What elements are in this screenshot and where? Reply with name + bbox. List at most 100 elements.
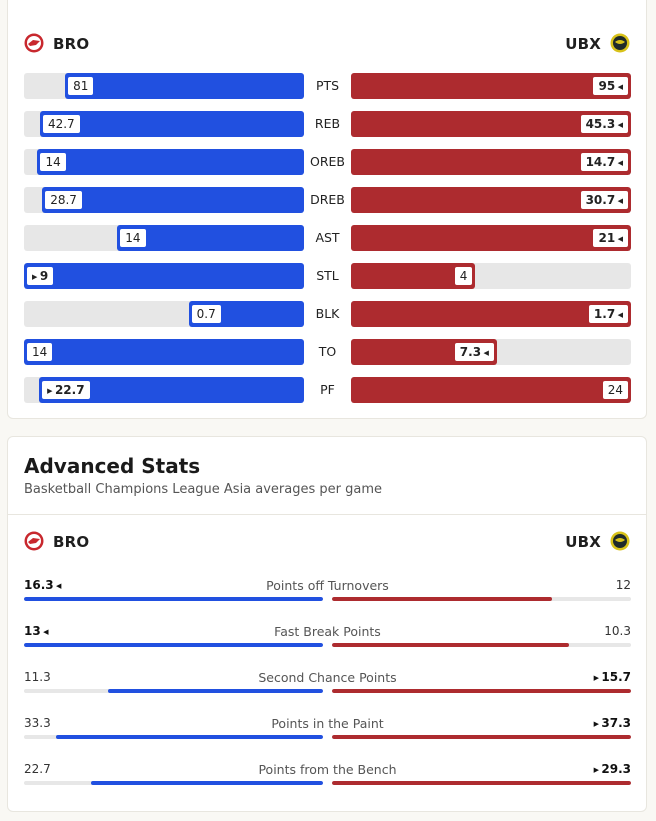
ubx-team-logo <box>610 33 630 53</box>
stat-label: OREB <box>310 154 345 169</box>
home-value-chip: 28.7 <box>44 190 83 210</box>
leader-arrow-icon: ◀ <box>615 197 623 205</box>
away-bar-fill <box>351 377 631 403</box>
away-bar-track <box>332 643 631 647</box>
leader-arrow-icon: ◀ <box>615 311 623 319</box>
away-bar-track <box>332 781 631 785</box>
away-value: 45.3 <box>585 117 616 131</box>
away-value: 95 <box>598 79 616 93</box>
stat-row-dreb: 28.7 DREB 30.7 ◀ <box>24 187 631 213</box>
home-bar-fill <box>24 263 304 289</box>
stat-label: DREB <box>310 192 345 207</box>
away-bar-track <box>351 225 631 251</box>
advanced-stat-row: 22.7 Points from the Bench ▶ 29.3 <box>24 762 631 792</box>
advanced-stat-label: Second Chance Points <box>258 670 397 685</box>
away-value-chip: 1.7 ◀ <box>587 304 629 324</box>
divider <box>8 514 646 515</box>
away-bar-fill <box>332 643 569 647</box>
home-value: 28.7 <box>50 193 77 207</box>
home-value: 11.3 <box>24 670 51 684</box>
away-team-abbr: UBX <box>565 533 601 551</box>
stat-row-reb: 42.7 REB 45.3 ◀ <box>24 111 631 137</box>
home-value-text: 22.7 <box>24 762 51 776</box>
away-value-chip: 4 <box>453 266 474 286</box>
away-value: 21 <box>598 231 616 245</box>
home-bar-fill <box>56 735 323 739</box>
home-bar-track <box>24 301 304 327</box>
stat-label: TO <box>318 344 337 359</box>
leader-arrow-icon: ▶ <box>47 387 55 395</box>
home-value: 22.7 <box>54 383 85 397</box>
home-bar-track <box>24 263 304 289</box>
home-bar-fill <box>65 73 304 99</box>
away-bar-fill <box>332 781 631 785</box>
advanced-stat-label: Points in the Paint <box>271 716 384 731</box>
leader-arrow-icon: ◀ <box>481 349 489 357</box>
home-bar-fill <box>24 339 304 365</box>
home-bar-track <box>24 225 304 251</box>
stat-row-stl: ▶ 9 STL 4 <box>24 263 631 289</box>
home-bar-fill <box>24 643 323 647</box>
away-bar-fill <box>351 73 631 99</box>
home-value: 9 <box>39 269 49 283</box>
home-value-text: 16.3 <box>24 578 54 592</box>
home-bar-track <box>24 339 304 365</box>
advanced-stat-label: Points from the Bench <box>258 762 397 777</box>
away-bar-track <box>351 301 631 327</box>
away-value-text: 15.7 <box>601 670 631 684</box>
home-value: 22.7 <box>24 762 51 776</box>
home-value-chip: 81 <box>67 76 95 96</box>
away-bar-fill <box>351 225 631 251</box>
home-bar-track <box>24 149 304 175</box>
leader-arrow-icon: ▶ <box>593 720 602 728</box>
away-value: 24 <box>607 383 623 397</box>
leader-arrow-icon: ▶ <box>593 674 602 682</box>
home-value-text: 33.3 <box>24 716 51 730</box>
home-bar-fill <box>37 149 304 175</box>
away-bar-fill <box>351 301 631 327</box>
stat-row-pts: 81 PTS 95 ◀ <box>24 73 631 99</box>
home-value: 0.7 <box>196 307 216 321</box>
team-comparison-card: BRO UBX 81 PTS 95 ◀ 42.7 REB 45.3 ◀ 14 OREB 14.7… <box>7 0 647 419</box>
leader-arrow-icon: ◀ <box>615 235 623 243</box>
home-value: 13 ◀ <box>24 624 49 638</box>
leader-arrow-icon: ◀ <box>615 121 623 129</box>
away-bar-track <box>332 735 631 739</box>
stat-row-oreb: 14 OREB 14.7 ◀ <box>24 149 631 175</box>
home-value-chip: ▶ 9 <box>26 266 55 286</box>
away-value: 10.3 <box>604 624 631 638</box>
home-team-abbr: BRO <box>53 35 90 53</box>
home-bar-track <box>24 689 323 693</box>
advanced-stat-row: 16.3 ◀ Points off Turnovers 12 <box>24 578 631 608</box>
away-bar-track <box>332 597 631 601</box>
bro-team-logo <box>24 33 44 53</box>
bro-team-logo <box>24 531 44 551</box>
leader-arrow-icon: ◀ <box>615 159 623 167</box>
home-bar-fill <box>117 225 304 251</box>
away-value-text: 37.3 <box>601 716 631 730</box>
advanced-stat-label: Points off Turnovers <box>266 578 389 593</box>
away-value: 12 <box>616 578 631 592</box>
away-value: 1.7 <box>593 307 616 321</box>
home-value-text: 11.3 <box>24 670 51 684</box>
team-header: BRO UBX <box>8 525 646 555</box>
away-value-text: 12 <box>615 578 631 592</box>
stat-label: STL <box>316 268 339 283</box>
team-header: BRO UBX <box>8 27 646 57</box>
home-value: 14 <box>125 231 141 245</box>
home-bar-fill <box>39 111 304 137</box>
stat-label: AST <box>315 230 340 245</box>
home-bar-track <box>24 597 323 601</box>
away-value-chip: 24 <box>601 380 629 400</box>
away-value: ▶ 15.7 <box>594 670 631 684</box>
home-bar-fill <box>24 597 323 601</box>
home-bar-track <box>24 781 323 785</box>
home-team-abbr: BRO <box>53 533 90 551</box>
away-value-chip: 30.7 ◀ <box>579 190 629 210</box>
away-value: 14.7 <box>585 155 616 169</box>
home-bar-track <box>24 735 323 739</box>
home-value-chip: 14 <box>26 342 54 362</box>
stat-row-blk: 0.7 BLK 1.7 ◀ <box>24 301 631 327</box>
stat-row-to: 14 TO 7.3 ◀ <box>24 339 631 365</box>
ubx-team-logo <box>610 531 630 551</box>
